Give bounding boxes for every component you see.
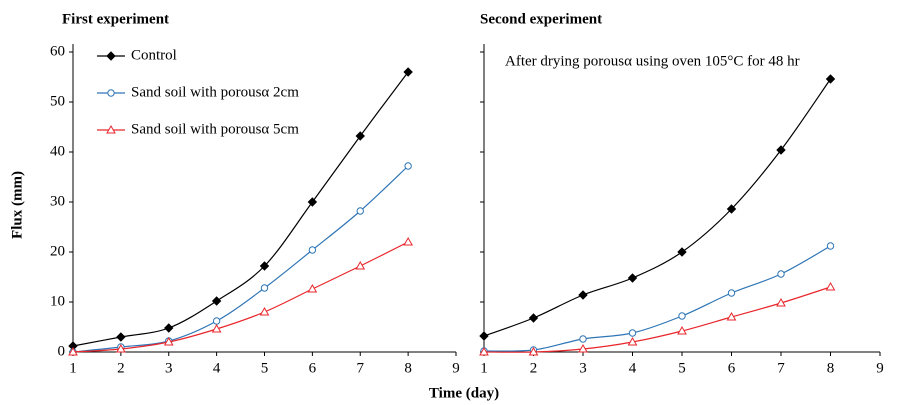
y-tick-label: 60 [50,43,65,59]
legend-label: Control [131,47,177,63]
marker [479,346,489,356]
marker [825,281,836,291]
marker [403,67,413,77]
marker [307,283,318,293]
marker [308,246,317,254]
marker [163,336,174,346]
y-tick-label: 40 [50,143,65,159]
y-tick-label: 0 [58,343,66,359]
y-tick-label: 30 [50,193,65,209]
marker [403,236,413,246]
y-tick-label: 50 [50,93,65,109]
series-line [483,245,831,352]
marker [579,335,587,343]
x-tick-label: 6 [728,360,736,376]
x-tick-label: 4 [629,360,637,376]
marker [259,306,270,316]
x-tick-label: 3 [579,360,587,376]
marker [776,297,786,307]
x-axis-label: Time (day) [429,385,499,401]
x-tick-label: 9 [452,360,460,376]
marker [116,332,126,342]
marker [404,162,412,170]
x-tick-label: 8 [827,360,835,376]
marker [211,296,222,306]
x-tick-label: 5 [261,360,269,376]
marker [528,346,539,356]
marker [355,131,365,141]
marker [677,325,687,335]
marker [211,323,222,333]
marker [68,346,78,356]
marker [677,247,687,257]
marker [260,284,269,292]
marker [777,270,785,278]
marker [578,290,588,300]
x-tick-label: 6 [309,360,317,376]
marker [355,260,366,270]
x-tick-label: 4 [213,360,221,376]
legend-marker [106,51,116,61]
marker [356,207,364,215]
marker [628,329,637,337]
x-tick-label: 5 [678,360,686,376]
series-line [483,286,831,353]
x-tick-label: 8 [404,360,412,376]
x-tick-label: 2 [117,360,125,376]
y-tick-label: 20 [50,243,65,259]
annotation: After drying porousα using oven 105°C fo… [505,53,800,69]
x-tick-label: 2 [530,360,538,376]
series-line [72,241,409,353]
marker [259,261,270,271]
marker [726,204,737,214]
marker [164,323,174,333]
x-tick-label: 1 [480,360,488,376]
marker [776,145,786,155]
series-line [72,165,409,353]
marker [825,74,836,84]
legend-marker [106,124,116,134]
legend-label: Sand soil with porousα 5cm [131,121,299,137]
panel-title: Second experiment [480,11,602,27]
x-tick-label: 9 [876,360,884,376]
marker [116,343,126,353]
x-tick-label: 7 [357,360,365,376]
legend-label: Sand soil with porousα 2cm [131,84,299,100]
marker [726,311,737,321]
panel-title: First experiment [62,11,169,27]
marker [528,313,539,323]
y-tick-label: 10 [50,293,65,309]
x-tick-label: 3 [165,360,173,376]
marker [627,273,638,283]
marker [578,343,588,353]
series-line [483,78,831,337]
y-axis-label: Flux (mm) [9,171,25,239]
marker [212,317,221,325]
x-tick-label: 1 [69,360,77,376]
marker [678,312,686,320]
marker [307,197,318,207]
marker [826,242,835,250]
marker [727,289,736,297]
marker [479,331,489,341]
marker [627,336,638,346]
x-tick-label: 7 [777,360,785,376]
legend-marker [107,89,115,97]
